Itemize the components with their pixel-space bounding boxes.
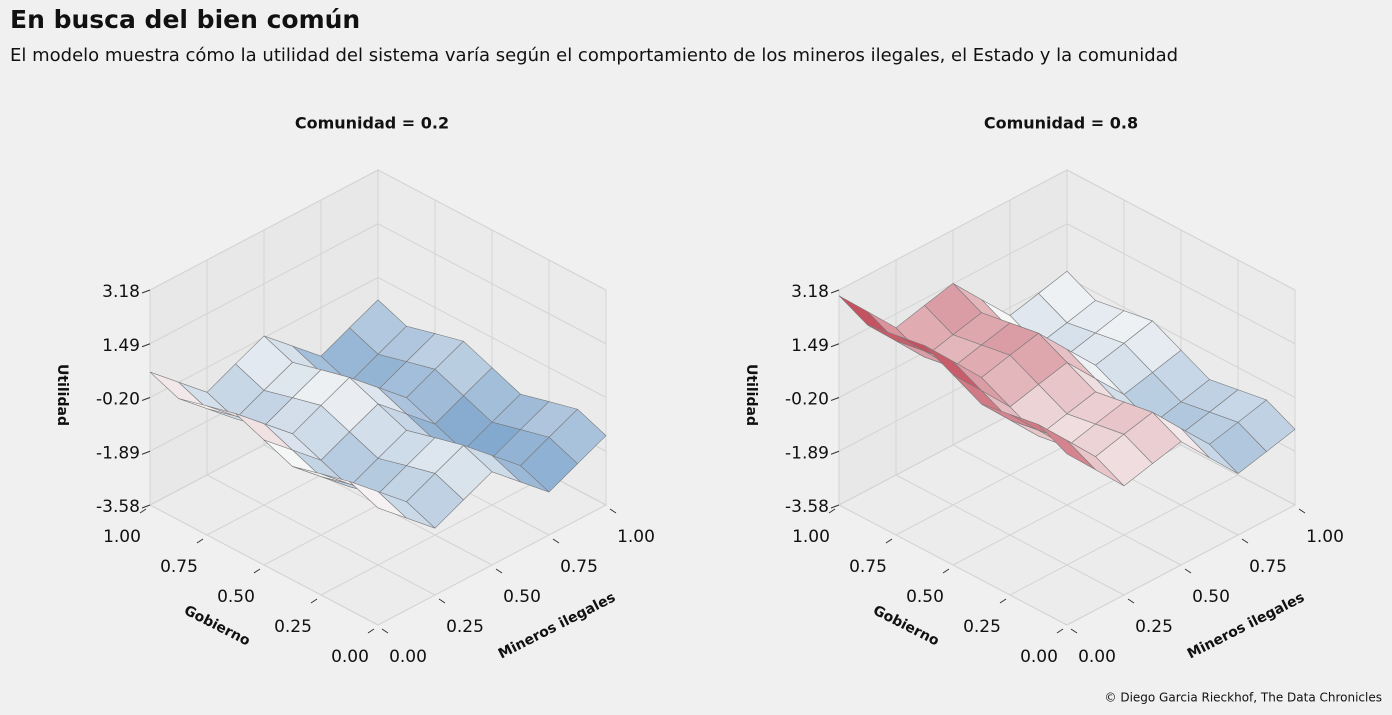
grid-line — [1066, 169, 1296, 291]
grid-line — [1009, 474, 1239, 596]
grid-line — [377, 223, 607, 345]
x-tick — [381, 628, 389, 634]
grid-line — [1066, 223, 1296, 345]
y-tick — [367, 628, 375, 634]
grid-line — [377, 169, 607, 291]
y-tick-label: 1.00 — [103, 527, 141, 547]
grid-line — [149, 169, 379, 291]
x-tick — [552, 538, 560, 544]
x-tick-label: 0.25 — [1135, 617, 1173, 637]
z-tick-label: -1.89 — [96, 443, 140, 463]
z-tick — [830, 397, 840, 401]
y-tick-label: 0.75 — [849, 557, 887, 577]
z-tick-label: 3.18 — [102, 282, 140, 302]
z-tick — [830, 504, 840, 509]
grid-line — [377, 504, 607, 626]
z-axis-label: Utilidad — [54, 364, 70, 426]
x-tick-label: 1.00 — [617, 527, 655, 547]
z-tick — [141, 343, 151, 348]
y-tick — [942, 568, 950, 574]
z-tick — [141, 397, 151, 401]
z-axis-label: Utilidad — [743, 364, 759, 426]
y-tick — [885, 538, 893, 544]
x-tick — [1184, 568, 1192, 574]
x-tick-label: 0.00 — [1078, 647, 1116, 667]
grid-line — [1066, 504, 1296, 626]
z-tick-label: 1.49 — [791, 336, 829, 356]
y-tick — [1056, 628, 1064, 634]
x-tick — [609, 508, 617, 514]
chart-title: Comunidad = 0.2 — [295, 114, 449, 133]
x-tick-label: 0.50 — [503, 587, 541, 607]
z-tick-label: 3.18 — [791, 282, 829, 302]
y-tick-label: 0.00 — [331, 647, 369, 667]
y-tick-label: 0.00 — [1020, 647, 1058, 667]
y-tick — [999, 598, 1007, 604]
y-tick — [310, 598, 318, 604]
y-tick-label: 0.25 — [274, 617, 312, 637]
z-tick-label: 1.49 — [102, 336, 140, 356]
grid-line — [377, 277, 607, 398]
z-tick — [141, 504, 151, 509]
y-tick-label: 0.75 — [160, 557, 198, 577]
z-tick — [141, 289, 151, 294]
surface-cell — [349, 481, 407, 519]
z-tick-label: -0.20 — [96, 390, 140, 410]
x-tick — [438, 598, 446, 604]
page-subtitle: El modelo muestra cómo la utilidad del s… — [10, 45, 1178, 66]
x-tick-label: 0.00 — [389, 647, 427, 667]
x-tick — [1298, 508, 1306, 514]
z-tick — [830, 289, 840, 294]
x-tick — [495, 568, 503, 574]
surface-cell — [1038, 424, 1096, 471]
y-tick — [828, 508, 836, 514]
grid-line — [1066, 277, 1296, 398]
z-tick-label: -3.58 — [785, 497, 829, 517]
chart-title: Comunidad = 0.8 — [984, 114, 1138, 133]
x-tick — [1070, 628, 1078, 634]
y-tick — [139, 508, 147, 514]
grid-line — [838, 169, 1068, 291]
grid-line — [320, 474, 550, 596]
y-tick — [253, 568, 261, 574]
y-tick-label: 0.50 — [217, 587, 255, 607]
x-tick-label: 0.50 — [1192, 587, 1230, 607]
y-tick-label: 0.50 — [906, 587, 944, 607]
z-tick — [830, 343, 840, 348]
credit: © Diego Garcia Rieckhof, The Data Chroni… — [1105, 691, 1382, 705]
z-tick-label: -0.20 — [785, 390, 829, 410]
z-tick — [141, 450, 151, 455]
y-tick-label: 0.25 — [963, 617, 1001, 637]
z-tick-label: -1.89 — [785, 443, 829, 463]
z-tick-label: -3.58 — [96, 497, 140, 517]
x-tick-label: 1.00 — [1306, 527, 1344, 547]
x-tick-label: 0.75 — [1249, 557, 1287, 577]
z-tick — [830, 450, 840, 455]
x-tick-label: 0.75 — [560, 557, 598, 577]
y-tick-label: 1.00 — [792, 527, 830, 547]
x-tick-label: 0.25 — [446, 617, 484, 637]
x-tick — [1127, 598, 1135, 604]
grid-line — [149, 223, 379, 345]
x-tick — [1241, 538, 1249, 544]
y-tick — [196, 538, 204, 544]
page-title: En busca del bien común — [10, 5, 360, 34]
